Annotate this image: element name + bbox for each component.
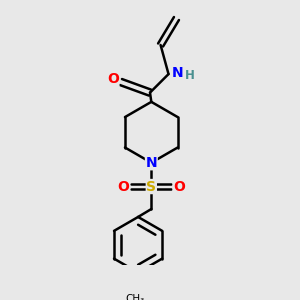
Text: O: O bbox=[173, 179, 185, 194]
Text: N: N bbox=[146, 156, 157, 170]
Text: CH₃: CH₃ bbox=[126, 294, 145, 300]
Text: N: N bbox=[172, 66, 184, 80]
Text: O: O bbox=[107, 72, 119, 86]
Text: H: H bbox=[185, 69, 195, 82]
Text: O: O bbox=[118, 179, 130, 194]
Text: S: S bbox=[146, 179, 156, 194]
